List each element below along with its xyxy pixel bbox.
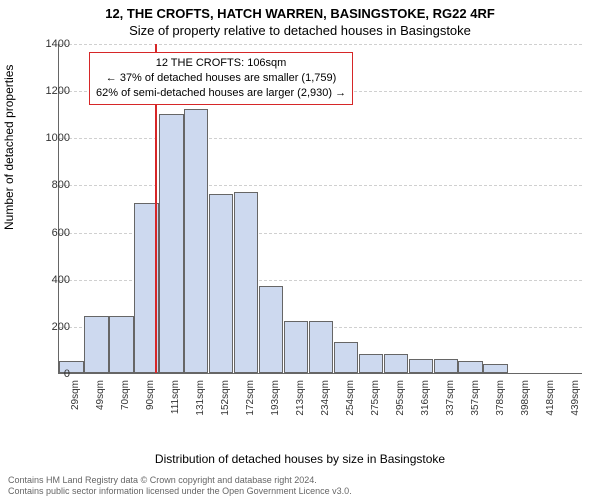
bar — [234, 192, 258, 374]
title-address: 12, THE CROFTS, HATCH WARREN, BASINGSTOK… — [0, 0, 600, 21]
y-tick: 0 — [64, 368, 70, 380]
x-tick: 131sqm — [195, 380, 206, 420]
bar — [84, 316, 108, 373]
x-axis-label: Distribution of detached houses by size … — [0, 452, 600, 466]
bar — [483, 364, 507, 373]
bar — [259, 286, 283, 373]
y-tick: 800 — [52, 179, 70, 191]
y-axis-label: Number of detached properties — [2, 65, 16, 230]
title-subtitle: Size of property relative to detached ho… — [0, 21, 600, 40]
x-tick: 152sqm — [220, 380, 231, 420]
x-tick: 29sqm — [70, 380, 81, 420]
plot-region: 12 THE CROFTS: 106sqm ← 37% of detached … — [58, 44, 582, 374]
footer: Contains HM Land Registry data © Crown c… — [8, 475, 592, 498]
bar — [409, 359, 433, 373]
x-tick: 378sqm — [495, 380, 506, 420]
x-tick: 70sqm — [120, 380, 131, 420]
x-tick: 275sqm — [370, 380, 381, 420]
x-tick: 398sqm — [520, 380, 531, 420]
bar — [109, 316, 133, 373]
annotation-line3: 62% of semi-detached houses are larger (… — [96, 86, 346, 101]
x-tick: 213sqm — [295, 380, 306, 420]
bar — [359, 354, 383, 373]
grid-line — [59, 185, 582, 186]
x-tick: 234sqm — [320, 380, 331, 420]
x-tick: 49sqm — [95, 380, 106, 420]
grid-line — [59, 44, 582, 45]
bar — [384, 354, 408, 373]
bar — [284, 321, 308, 373]
x-tick: 172sqm — [245, 380, 256, 420]
annotation-box: 12 THE CROFTS: 106sqm ← 37% of detached … — [89, 52, 353, 105]
bar — [458, 361, 482, 373]
y-tick: 600 — [52, 227, 70, 239]
x-tick: 316sqm — [420, 380, 431, 420]
footer-line1: Contains HM Land Registry data © Crown c… — [8, 475, 592, 487]
x-tick: 337sqm — [445, 380, 456, 420]
annotation-line1: 12 THE CROFTS: 106sqm — [96, 56, 346, 71]
grid-line — [59, 138, 582, 139]
x-tick: 295sqm — [395, 380, 406, 420]
y-tick: 400 — [52, 274, 70, 286]
bar — [309, 321, 333, 373]
x-tick: 90sqm — [145, 380, 156, 420]
x-tick: 439sqm — [570, 380, 581, 420]
y-tick: 1200 — [46, 85, 70, 97]
bar — [184, 109, 208, 373]
y-tick: 1400 — [46, 38, 70, 50]
x-tick: 418sqm — [545, 380, 556, 420]
x-tick: 111sqm — [170, 380, 181, 420]
x-tick: 254sqm — [345, 380, 356, 420]
y-tick: 200 — [52, 321, 70, 333]
annotation-line2: ← 37% of detached houses are smaller (1,… — [96, 71, 346, 86]
footer-line2: Contains public sector information licen… — [8, 486, 592, 498]
chart-area: 12 THE CROFTS: 106sqm ← 37% of detached … — [58, 44, 582, 414]
bar — [209, 194, 233, 373]
y-tick: 1000 — [46, 132, 70, 144]
x-tick: 357sqm — [470, 380, 481, 420]
bar — [159, 114, 183, 373]
bar — [434, 359, 458, 373]
bar — [334, 342, 358, 373]
chart-container: 12, THE CROFTS, HATCH WARREN, BASINGSTOK… — [0, 0, 600, 500]
x-tick: 193sqm — [270, 380, 281, 420]
